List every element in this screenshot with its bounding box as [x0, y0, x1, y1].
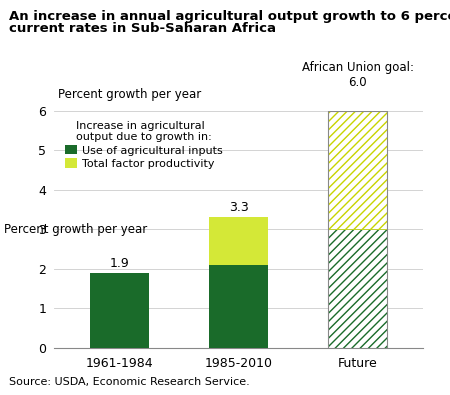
Bar	[328, 229, 387, 348]
Text: African Union goal:
6.0: African Union goal: 6.0	[302, 61, 414, 89]
Bar	[328, 111, 387, 348]
Bar	[90, 273, 149, 348]
Text: current rates in Sub-Saharan Africa: current rates in Sub-Saharan Africa	[9, 22, 276, 35]
Legend: Use of agricultural inputs, Total factor productivity: Use of agricultural inputs, Total factor…	[63, 118, 225, 171]
Text: 1.9: 1.9	[110, 257, 129, 270]
Bar	[328, 111, 387, 229]
Text: Percent growth per year: Percent growth per year	[4, 223, 148, 235]
Text: Source: USDA, Economic Research Service.: Source: USDA, Economic Research Service.	[9, 377, 250, 387]
Bar	[209, 265, 268, 348]
Text: An increase in annual agricultural output growth to 6 percent would almost doubl: An increase in annual agricultural outpu…	[9, 10, 450, 23]
Text: 3.3: 3.3	[229, 201, 248, 214]
Text: Percent growth per year: Percent growth per year	[58, 88, 201, 101]
Bar	[209, 217, 268, 265]
